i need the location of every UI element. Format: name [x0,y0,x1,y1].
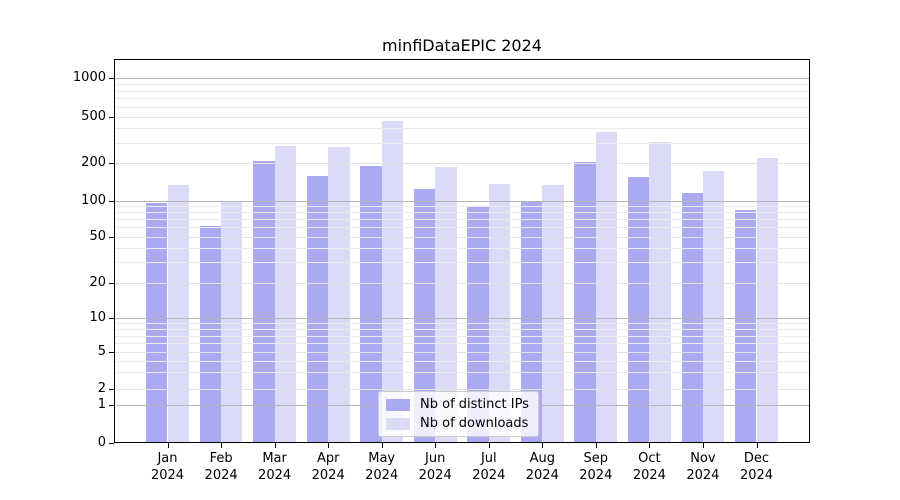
gridline-200 [114,163,810,165]
x-tick-mark-aug [542,443,544,448]
bar-downloads-apr [328,146,350,443]
bar-downloads-jan [167,184,189,443]
chart-title: minfiDataEPIC 2024 [382,36,542,55]
x-tick-label-sep: Sep 2024 [579,451,613,483]
y-tick-mark-20 [109,282,114,284]
x-tick-mark-may [381,443,383,448]
x-tick-label-mar: Mar 2024 [258,451,292,483]
x-tick-mark-jul [488,443,490,448]
bar-downloads-feb [221,201,243,443]
x-tick-label-jul: Jul 2024 [472,451,506,483]
gridline-500 [114,116,810,118]
gridline-700 [114,98,810,100]
y-tick-mark-500 [109,116,114,118]
gridline-900 [114,84,810,86]
y-tick-label-5: 5 [97,343,106,359]
bar-downloads-aug [542,184,564,443]
x-tick-label-apr: Apr 2024 [311,451,345,483]
bar-ips-aug [520,201,543,443]
gridline-800 [114,90,810,92]
y-tick-mark-200 [109,163,114,165]
y-tick-label-100: 100 [81,192,106,208]
x-tick-label-aug: Aug 2024 [525,451,559,483]
bar-ips-dec [735,209,757,443]
bar-ips-jul [467,206,489,443]
bar-downloads-jun [435,166,457,443]
y-tick-mark-100 [109,200,114,202]
x-tick-label-jan: Jan 2024 [150,451,185,483]
y-tick-label-200: 200 [81,155,106,171]
bar-downloads-sep [595,131,618,443]
bar-ips-mar [253,160,275,443]
bar-downloads-nov [702,170,725,443]
x-tick-mark-mar [274,443,276,448]
legend-item-0: Nb of distinct IPs [386,397,529,412]
legend: Nb of distinct IPs Nb of downloads [378,391,539,437]
x-tick-mark-nov [702,443,704,448]
y-tick-mark-50 [109,236,114,238]
x-tick-mark-apr [328,443,330,448]
x-tick-mark-oct [649,443,651,448]
y-tick-label-2: 2 [97,380,106,396]
bar-downloads-dec [756,157,778,443]
bar-ips-jun [413,189,436,443]
x-tick-label-oct: Oct 2024 [632,451,666,483]
y-tick-mark-2 [109,388,114,390]
legend-swatch-0 [386,398,410,411]
y-tick-label-1000: 1000 [72,70,106,86]
x-tick-label-dec: Dec 2024 [739,451,774,483]
bar-ips-may [360,165,382,443]
legend-label-0: Nb of distinct IPs [420,397,529,412]
gridline-300 [114,142,810,144]
bar-ips-oct [628,176,650,443]
y-tick-mark-1 [109,405,114,406]
bar-ips-jan [146,203,168,443]
y-tick-label-1: 1 [97,397,106,412]
x-tick-label-jun: Jun 2024 [418,451,452,483]
gridline-400 [114,128,810,129]
gridline-600 [114,106,810,108]
legend-swatch-1 [386,417,410,430]
y-tick-mark-1000 [109,78,114,80]
bar-downloads-oct [649,141,671,443]
y-tick-mark-10 [109,318,114,320]
bar-ips-feb [199,226,222,443]
y-tick-label-500: 500 [81,108,106,124]
bar-downloads-mar [274,145,296,443]
bar-ips-sep [574,161,596,443]
y-tick-mark-0 [109,443,114,445]
y-tick-mark-5 [109,351,114,353]
x-tick-mark-jun [435,443,437,448]
bar-ips-nov [681,192,703,443]
x-tick-mark-dec [756,443,758,448]
x-tick-label-may: May 2024 [365,451,399,483]
y-tick-label-50: 50 [89,228,106,244]
plot-area: Nb of distinct IPs Nb of downloads [114,59,810,443]
y-tick-label-0: 0 [97,435,106,451]
x-tick-label-feb: Feb 2024 [204,451,238,483]
legend-item-1: Nb of downloads [386,416,529,431]
bar-ips-apr [306,176,329,443]
y-tick-label-10: 10 [89,310,106,326]
x-tick-mark-sep [595,443,597,448]
x-tick-mark-feb [221,443,223,448]
y-tick-label-20: 20 [89,274,106,290]
x-tick-label-nov: Nov 2024 [686,451,720,483]
legend-label-1: Nb of downloads [420,416,529,431]
gridline-1000 [114,78,810,80]
x-tick-mark-jan [167,443,169,448]
